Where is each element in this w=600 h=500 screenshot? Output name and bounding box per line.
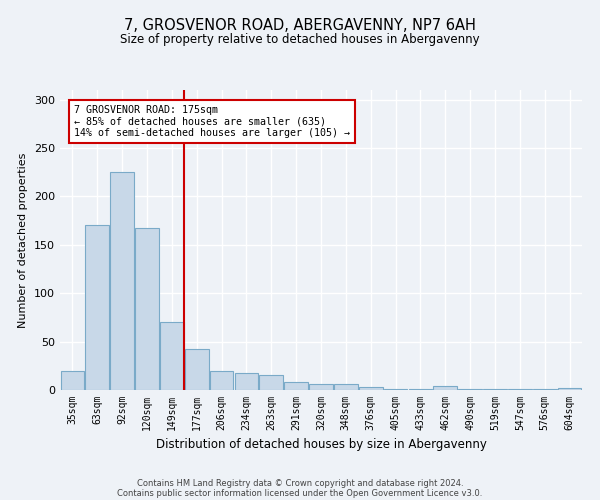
Bar (284, 382, 308, 390)
Text: Contains public sector information licensed under the Open Government Licence v3: Contains public sector information licen… (118, 488, 482, 498)
Bar (433, 386, 457, 390)
Bar (384, 389, 407, 390)
Text: 7, GROSVENOR ROAD, ABERGAVENNY, NP7 6AH: 7, GROSVENOR ROAD, ABERGAVENNY, NP7 6AH (124, 18, 476, 32)
Bar (160, 322, 184, 390)
Bar (135, 228, 159, 390)
Text: 7 GROSVENOR ROAD: 175sqm
← 85% of detached houses are smaller (635)
14% of semi-: 7 GROSVENOR ROAD: 175sqm ← 85% of detach… (74, 104, 350, 138)
Bar (533, 389, 557, 390)
Text: Size of property relative to detached houses in Abergavenny: Size of property relative to detached ho… (120, 32, 480, 46)
Bar (259, 374, 283, 390)
Bar (508, 389, 532, 390)
Bar (558, 388, 581, 390)
Text: Contains HM Land Registry data © Crown copyright and database right 2024.: Contains HM Land Registry data © Crown c… (137, 478, 463, 488)
Bar (110, 172, 134, 390)
Bar (359, 387, 383, 390)
Bar (458, 389, 482, 390)
Bar (334, 384, 358, 390)
Bar (235, 372, 258, 390)
Bar (309, 384, 333, 390)
Bar (409, 389, 432, 390)
Bar (61, 370, 84, 390)
Bar (483, 389, 507, 390)
X-axis label: Distribution of detached houses by size in Abergavenny: Distribution of detached houses by size … (155, 438, 487, 452)
Bar (85, 226, 109, 390)
Bar (210, 370, 233, 390)
Bar (185, 350, 209, 390)
Y-axis label: Number of detached properties: Number of detached properties (19, 152, 28, 328)
